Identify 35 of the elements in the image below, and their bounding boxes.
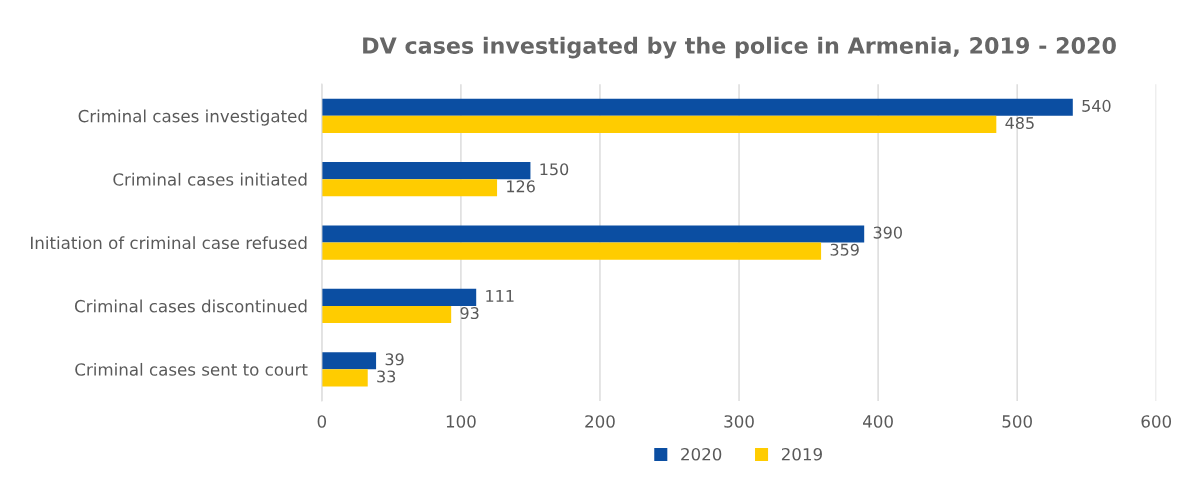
bar [321, 352, 377, 370]
bar [321, 98, 1073, 116]
bar [321, 305, 452, 324]
x-tick-label: 600 [1141, 415, 1172, 428]
data-label: 390 [873, 226, 902, 239]
data-label: 540 [1082, 99, 1111, 112]
data-label: 485 [1005, 116, 1034, 130]
data-label: 126 [507, 180, 535, 193]
y-tick-label: Criminal cases investigated [78, 109, 307, 126]
data-label: 33 [377, 370, 396, 383]
data-label: 111 [486, 290, 514, 302]
x-tick-label: 300 [724, 415, 754, 428]
data-label: 359 [830, 243, 859, 256]
y-tick-label: Initiation of criminal case refused [31, 236, 307, 250]
y-tick-label: Criminal cases initiated [113, 172, 307, 186]
bar [321, 225, 865, 243]
x-tick-label: 0 [317, 415, 327, 428]
x-tick-label: 200 [585, 415, 615, 428]
y-tick-label: Criminal cases discontinued [74, 299, 307, 313]
bar [321, 369, 368, 387]
y-tick-label: Criminal cases sent to court [75, 362, 308, 376]
data-label: 150 [540, 163, 569, 176]
x-tick-label: 100 [446, 415, 476, 428]
x-tick-label: 400 [863, 415, 893, 428]
legend-label: 2019 [781, 447, 822, 461]
bar [321, 288, 477, 306]
bar [321, 162, 531, 180]
data-label: 39 [385, 353, 404, 366]
legend-label: 2020 [681, 447, 722, 461]
data-label: 93 [460, 307, 479, 320]
bar [321, 115, 997, 133]
bar [321, 179, 498, 197]
bar [321, 242, 822, 260]
x-tick-label: 500 [1002, 415, 1032, 428]
chart-title: DV cases investigated by the police in Armenia, 2019 - 2020 [363, 36, 1116, 59]
